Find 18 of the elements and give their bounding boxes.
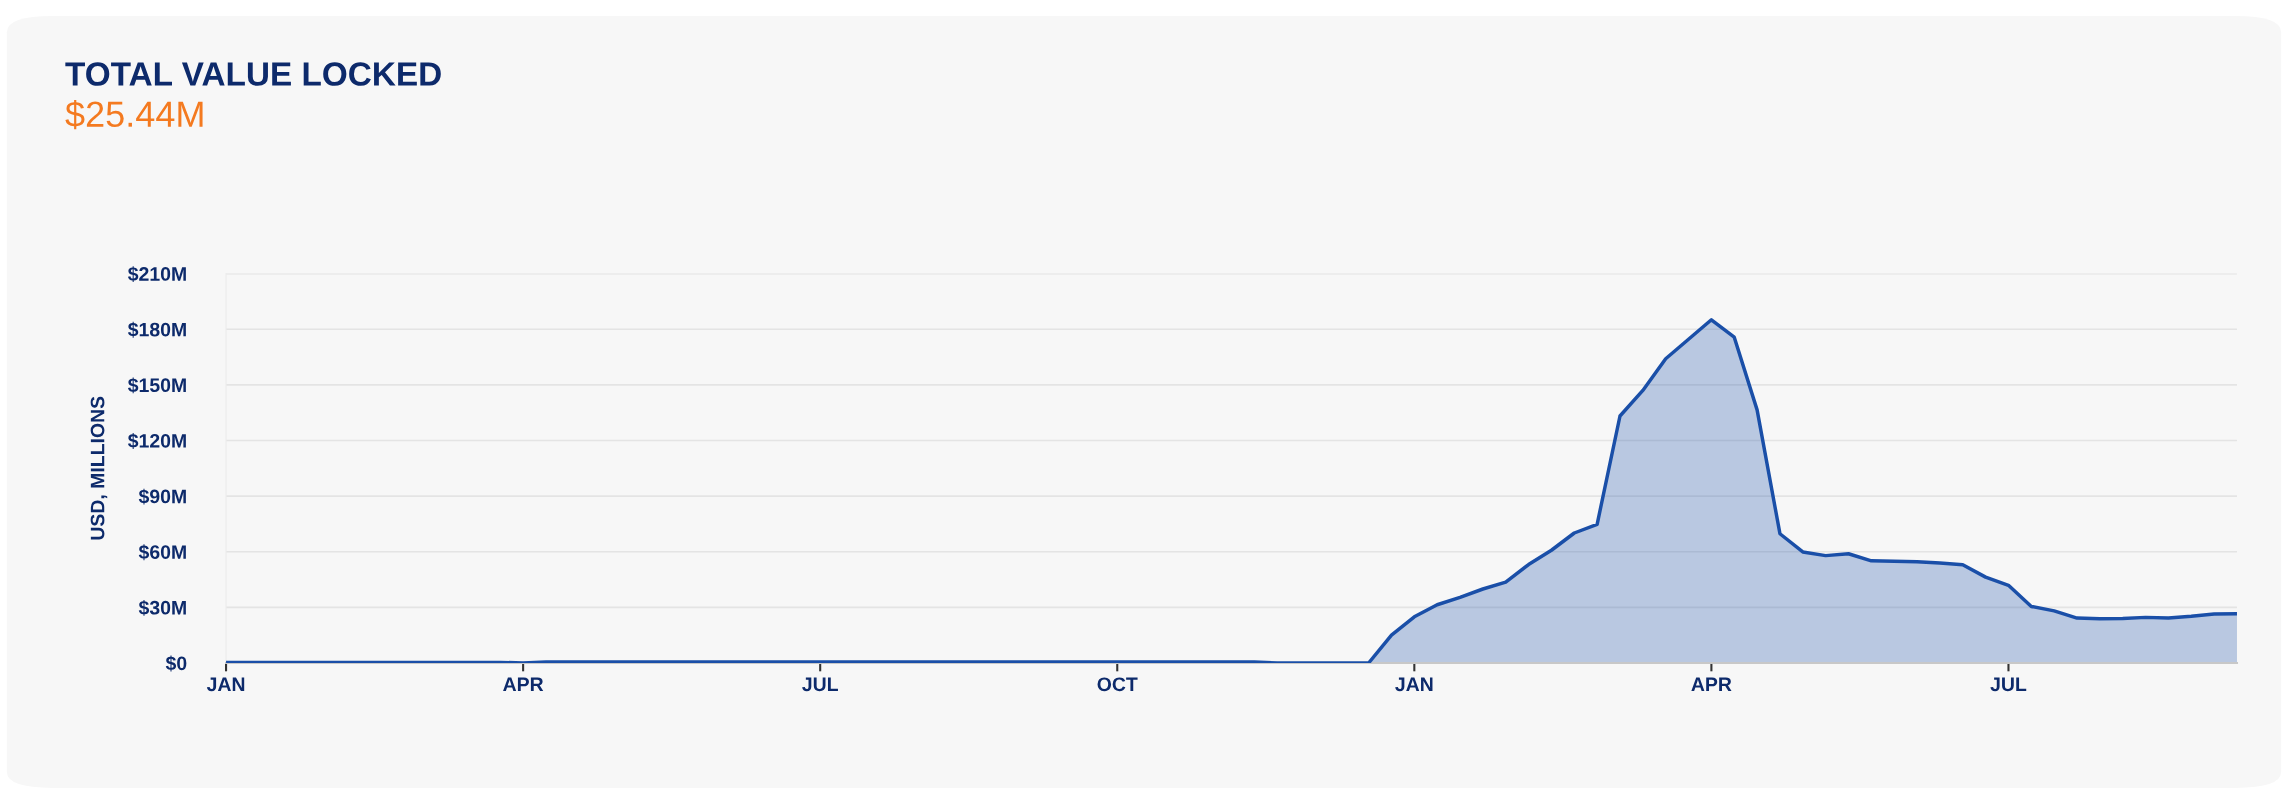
x-tick-label: JAN [1395,677,1433,692]
chart-title: TOTAL VALUE LOCKED [65,62,441,86]
y-tick-label: $210M [127,266,186,283]
x-tick-label: OCT [1097,677,1138,692]
x-tick-label: JUL [802,677,838,692]
y-tick-label: $30M [138,599,186,616]
x-tick-label: JUL [1990,677,2027,692]
y-tick-label: $0 [165,655,187,672]
x-tick-label: JAN [206,677,245,692]
y-tick-label: $150M [127,377,186,394]
y-tick-label: $90M [138,488,186,505]
x-tick-label: APR [1691,677,1732,691]
y-tick-label: $180M [127,321,186,338]
chart-subtitle: $25.44M [65,99,203,130]
y-tick-label: $60M [138,544,186,561]
x-tick-label: APR [503,677,544,691]
y-axis-title: USD, MILLIONS [90,396,108,540]
y-tick-label: $120M [127,433,186,449]
